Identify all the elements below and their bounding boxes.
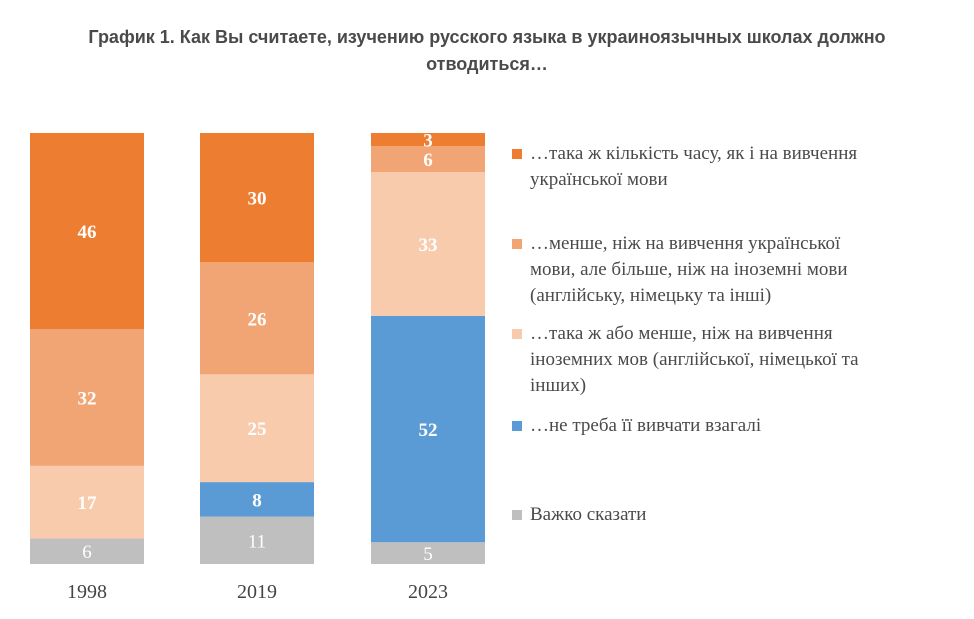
bar-segment: [371, 133, 485, 147]
bar-segment: [30, 329, 144, 466]
bar-segment: [371, 542, 485, 564]
legend-entry-text: української мови: [530, 169, 668, 190]
bar-segment: [200, 262, 314, 375]
bar-data-label: 46: [78, 222, 97, 243]
bar-segment: [371, 315, 485, 543]
legend-swatch: [512, 149, 522, 159]
bar-data-label: 30: [248, 189, 267, 210]
bar-segment: [200, 482, 314, 517]
bar-segment: [371, 146, 485, 173]
legend-entry-text: Важко сказати: [530, 504, 646, 525]
bar-data-label: 17: [78, 493, 98, 514]
legend-entry-text: (англійську, німецьку та інші): [530, 285, 771, 306]
bar-data-label: 6: [423, 150, 433, 171]
bar-data-label: 8: [252, 490, 262, 511]
bar-data-label: 25: [248, 419, 267, 440]
legend-swatch: [512, 421, 522, 431]
x-tick-label: 1998: [67, 581, 107, 603]
bar-segment: [30, 538, 144, 564]
legend-entry-text: інших): [530, 375, 586, 396]
bar-data-label: 6: [82, 542, 92, 563]
bar-data-label: 11: [248, 531, 266, 552]
legend-swatch: [512, 239, 522, 249]
legend-entry-text: …не треба її вивчати взагалі: [530, 415, 761, 436]
bar-data-label: 26: [248, 309, 267, 330]
bar-data-label: 32: [78, 389, 97, 410]
legend-entry-text: мови, але більше, ніж на іноземні мови: [530, 259, 848, 280]
chart-title: График 1. Как Вы считаете, изучению русс…: [0, 24, 974, 78]
legend-entry-text: …така ж кількість часу, як і на вивчення: [530, 143, 857, 164]
bar-data-label: 52: [419, 420, 438, 441]
legend-swatch: [512, 510, 522, 520]
legend-entry-text: …така ж або менше, ніж на вивчення: [530, 323, 833, 344]
bar-data-label: 5: [423, 544, 433, 565]
bar-segment: [200, 516, 314, 564]
legend-entry-text: …менше, ніж на вивчення української: [530, 233, 841, 254]
bar-data-label: 33: [419, 235, 438, 256]
x-tick-label: 2023: [408, 581, 448, 603]
legend-swatch: [512, 329, 522, 339]
chart-title-line-1: График 1. Как Вы считаете, изучению русс…: [88, 27, 886, 47]
bar-segment: [200, 374, 314, 483]
bar-segment: [30, 465, 144, 539]
bar-data-label: 3: [423, 131, 433, 152]
x-tick-label: 2019: [237, 581, 277, 603]
legend-entry-text: іноземних мов (англійської, німецької та: [530, 349, 859, 370]
chart-title-line-2: отводиться…: [426, 54, 548, 74]
bar-segment: [30, 133, 144, 330]
bar-segment: [371, 172, 485, 316]
bar-segment: [200, 133, 314, 263]
